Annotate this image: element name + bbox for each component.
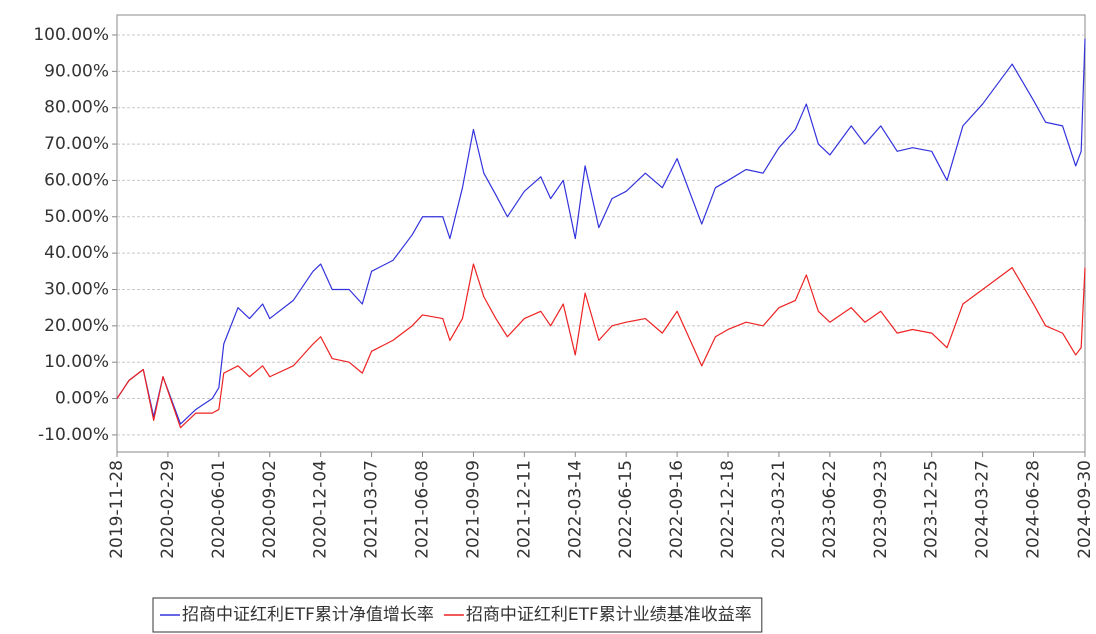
y-tick-label: 90.00%	[44, 61, 109, 81]
y-tick-label: 80.00%	[44, 98, 109, 118]
x-tick-label: 2020-09-02	[260, 460, 280, 559]
series-line	[116, 38, 1086, 425]
x-tick-label: 2023-03-21	[769, 460, 789, 559]
legend: 招商中证红利ETF累计净值增长率 招商中证红利ETF累计业绩基准收益率	[152, 597, 763, 633]
x-tick-label: 2022-06-15	[616, 460, 636, 559]
y-tick-label: -10.00%	[38, 425, 109, 445]
x-tick-label: 2024-03-27	[973, 460, 993, 559]
x-tick-label: 2024-06-28	[1024, 460, 1044, 559]
x-tick-label: 2020-12-04	[311, 460, 331, 559]
x-tick-label: 2022-03-14	[565, 460, 585, 559]
x-tick-label: 2023-06-22	[820, 460, 840, 559]
x-tick-label: 2022-12-18	[718, 460, 738, 559]
y-tick-label: 30.00%	[44, 279, 109, 299]
x-tick-label: 2021-09-09	[463, 460, 483, 559]
x-tick-label: 2023-09-23	[871, 460, 891, 559]
y-tick-label: 50.00%	[44, 207, 109, 227]
x-tick-label: 2023-12-25	[922, 460, 942, 559]
series-line	[116, 263, 1086, 429]
y-tick-label: 20.00%	[44, 316, 109, 336]
y-tick-label: 40.00%	[44, 243, 109, 263]
x-tick-label: 2020-06-01	[209, 460, 229, 559]
legend-label: 招商中证红利ETF累计业绩基准收益率	[466, 605, 752, 625]
x-tick-label: 2022-09-16	[667, 460, 687, 559]
y-tick-label: 70.00%	[44, 134, 109, 154]
x-tick-label: 2024-09-30	[1075, 460, 1095, 559]
y-tick-label: 100.00%	[33, 25, 109, 45]
x-tick-label: 2021-03-07	[362, 460, 382, 559]
plot-frame	[116, 14, 1086, 453]
legend-label: 招商中证红利ETF累计净值增长率	[182, 605, 434, 625]
y-tick-label: 10.00%	[44, 352, 109, 372]
x-tick-label: 2021-12-11	[514, 460, 534, 559]
x-tick-label: 2021-06-08	[413, 460, 433, 559]
x-tick-label: 2019-11-28	[107, 460, 127, 559]
y-tick-label: 60.00%	[44, 170, 109, 190]
y-tick-label: 0.00%	[55, 389, 109, 409]
x-tick-label: 2020-02-29	[158, 460, 178, 559]
